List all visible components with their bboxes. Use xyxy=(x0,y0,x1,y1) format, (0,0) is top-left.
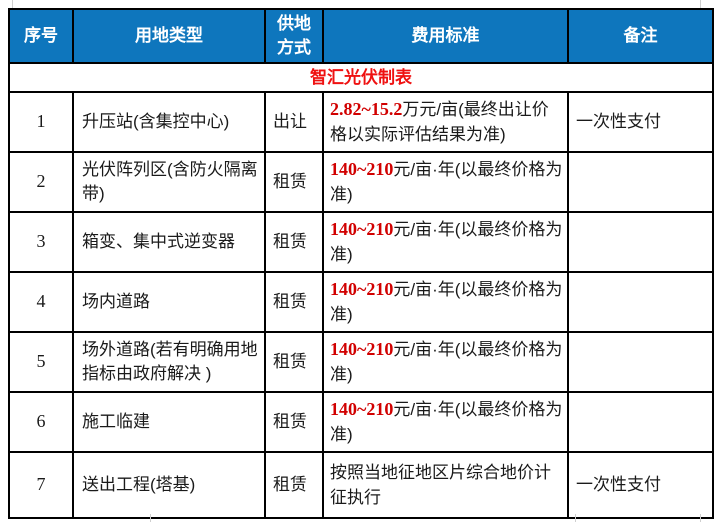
table-row: 5 场外道路(若有明确用地指标由政府解决 ) 租赁 140~210元/亩·年(以… xyxy=(8,331,714,394)
cell-land-type: 光伏阵列区(含防火隔离带) xyxy=(72,151,266,214)
table-row: 1 升压站(含集控中心) 出让 2.82~15.2万元/亩(最终出让价格以实际评… xyxy=(8,91,714,154)
cell-land-type: 施工临建 xyxy=(72,391,266,454)
cell-index: 1 xyxy=(8,91,74,154)
fee-highlight: 140~210 xyxy=(330,399,394,420)
cell-remark: 一次性支付 xyxy=(567,91,714,154)
grid-line xyxy=(575,514,576,522)
table-row: 4 场内道路 租赁 140~210元/亩·年(以最终价格为准) xyxy=(8,271,714,334)
cell-supply-method: 出让 xyxy=(264,91,324,154)
cell-index: 4 xyxy=(8,271,74,334)
cell-remark: 一次性支付 xyxy=(567,451,714,520)
cell-land-type: 场外道路(若有明确用地指标由政府解决 ) xyxy=(72,331,266,394)
table-subtitle: 智汇光伏制表 xyxy=(8,62,714,94)
fee-highlight: 140~210 xyxy=(330,159,394,180)
cell-index: 5 xyxy=(8,331,74,394)
cell-remark xyxy=(567,331,714,394)
col-header-supply-method: 供地方式 xyxy=(264,7,324,65)
cell-index: 2 xyxy=(8,151,74,214)
cell-supply-method: 租赁 xyxy=(264,151,324,214)
col-header-index: 序号 xyxy=(8,7,74,65)
fee-text: 按照当地征地区片综合地价计征执行 xyxy=(330,463,551,507)
cell-fee-standard: 140~210元/亩·年(以最终价格为准) xyxy=(322,151,569,214)
fee-highlight: 2.82~15.2 xyxy=(330,99,403,120)
col-header-remark: 备注 xyxy=(567,7,714,65)
cell-fee-standard: 140~210元/亩·年(以最终价格为准) xyxy=(322,271,569,334)
cell-index: 7 xyxy=(8,451,74,520)
cell-remark xyxy=(567,271,714,334)
fee-text: 元/亩·年(以最终价格为准) xyxy=(330,340,563,384)
fee-text: 元/亩·年(以最终价格为准) xyxy=(330,220,563,264)
fee-text: 元/亩·年(以最终价格为准) xyxy=(330,160,563,204)
cell-supply-method: 租赁 xyxy=(264,391,324,454)
cell-supply-method: 租赁 xyxy=(264,331,324,394)
cell-land-type: 箱变、集中式逆变器 xyxy=(72,211,266,274)
fee-highlight: 140~210 xyxy=(330,219,394,240)
cell-fee-standard: 140~210元/亩·年(以最终价格为准) xyxy=(322,331,569,394)
cell-fee-standard: 140~210元/亩·年(以最终价格为准) xyxy=(322,391,569,454)
grid-line xyxy=(700,514,701,522)
col-header-land-type: 用地类型 xyxy=(72,7,266,65)
cell-supply-method: 租赁 xyxy=(264,211,324,274)
cell-index: 6 xyxy=(8,391,74,454)
table-header-row: 序号 用地类型 供地方式 费用标准 备注 xyxy=(8,7,714,65)
grid-line xyxy=(700,0,701,8)
fee-text: 元/亩·年(以最终价格为准) xyxy=(330,400,563,444)
fee-text: 万元/亩(最终出让价格以实际评估结果为准) xyxy=(330,100,549,144)
table-row: 6 施工临建 租赁 140~210元/亩·年(以最终价格为准) xyxy=(8,391,714,454)
cell-fee-standard: 2.82~15.2万元/亩(最终出让价格以实际评估结果为准) xyxy=(322,91,569,154)
col-header-fee-standard: 费用标准 xyxy=(322,7,569,65)
grid-line xyxy=(12,0,13,8)
cell-land-type: 送出工程(塔基) xyxy=(72,451,266,520)
table-subtitle-row: 智汇光伏制表 xyxy=(8,62,714,94)
grid-line xyxy=(150,514,151,522)
cell-fee-standard: 按照当地征地区片综合地价计征执行 xyxy=(322,451,569,520)
table-row: 3 箱变、集中式逆变器 租赁 140~210元/亩·年(以最终价格为准) xyxy=(8,211,714,274)
fee-highlight: 140~210 xyxy=(330,279,394,300)
cell-fee-standard: 140~210元/亩·年(以最终价格为准) xyxy=(322,211,569,274)
cell-land-type: 升压站(含集控中心) xyxy=(72,91,266,154)
cell-supply-method: 租赁 xyxy=(264,451,324,520)
cell-remark xyxy=(567,151,714,214)
table-row: 7 送出工程(塔基) 租赁 按照当地征地区片综合地价计征执行 一次性支付 xyxy=(8,451,714,520)
cell-supply-method: 租赁 xyxy=(264,271,324,334)
fee-highlight: 140~210 xyxy=(330,339,394,360)
cell-remark xyxy=(567,211,714,274)
land-fee-table: 序号 用地类型 供地方式 费用标准 备注 智汇光伏制表 1 升压站(含集控中心)… xyxy=(8,7,714,520)
cell-index: 3 xyxy=(8,211,74,274)
cell-remark xyxy=(567,391,714,454)
cell-land-type: 场内道路 xyxy=(72,271,266,334)
fee-text: 元/亩·年(以最终价格为准) xyxy=(330,280,563,324)
table-row: 2 光伏阵列区(含防火隔离带) 租赁 140~210元/亩·年(以最终价格为准) xyxy=(8,151,714,214)
